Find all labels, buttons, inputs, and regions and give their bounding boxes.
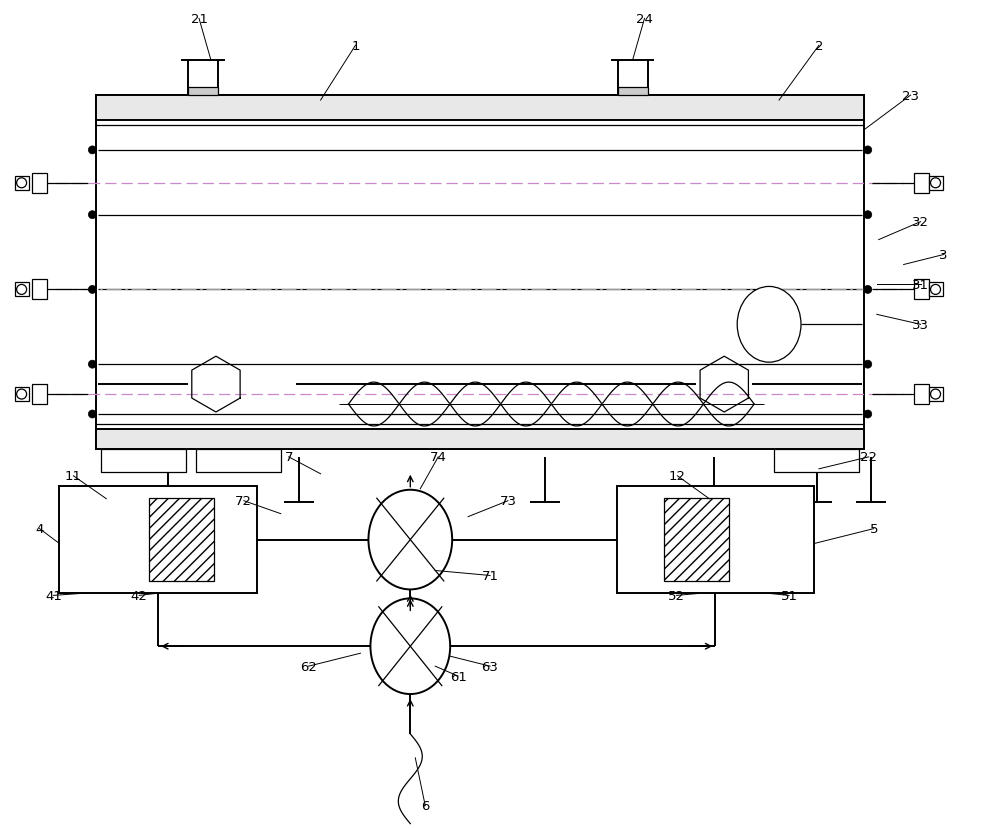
Text: 63: 63	[482, 660, 498, 673]
Bar	[32, 280, 47, 300]
Text: 71: 71	[482, 570, 499, 582]
Text: 32: 32	[912, 216, 929, 229]
Circle shape	[88, 411, 96, 418]
Text: 24: 24	[636, 12, 653, 26]
Text: 41: 41	[45, 590, 62, 602]
Bar	[914, 174, 929, 194]
Text: 51: 51	[781, 590, 798, 602]
Text: 73: 73	[499, 494, 516, 508]
Text: 5: 5	[869, 522, 878, 536]
Text: 62: 62	[300, 660, 317, 673]
Bar	[929, 176, 943, 190]
Text: 31: 31	[912, 278, 929, 291]
Bar	[59, 486, 257, 594]
Bar	[929, 283, 943, 297]
Circle shape	[88, 361, 96, 368]
Text: 52: 52	[668, 590, 685, 602]
Bar	[96, 430, 864, 450]
Text: 74: 74	[430, 450, 447, 464]
Bar	[196, 450, 281, 472]
Bar	[618, 88, 648, 96]
Circle shape	[88, 211, 96, 219]
Text: 3: 3	[939, 248, 948, 262]
Text: 72: 72	[235, 494, 252, 508]
Text: 61: 61	[450, 670, 467, 683]
Bar	[617, 486, 814, 594]
Text: 7: 7	[284, 450, 293, 464]
Bar	[101, 450, 186, 472]
Circle shape	[864, 211, 872, 219]
Circle shape	[864, 286, 872, 294]
Circle shape	[864, 147, 872, 155]
Ellipse shape	[737, 287, 801, 363]
Bar	[914, 385, 929, 405]
Circle shape	[88, 147, 96, 155]
Text: 23: 23	[902, 89, 919, 103]
Text: 11: 11	[65, 469, 82, 483]
Text: 33: 33	[912, 319, 929, 331]
Bar	[774, 450, 859, 472]
Text: 2: 2	[815, 40, 823, 53]
Bar	[32, 385, 47, 405]
Circle shape	[931, 179, 941, 189]
Text: 22: 22	[860, 450, 877, 464]
Bar	[15, 283, 29, 297]
Bar	[929, 388, 943, 402]
Bar	[149, 498, 214, 582]
Text: 6: 6	[421, 799, 429, 812]
Text: 4: 4	[35, 522, 44, 536]
Ellipse shape	[370, 599, 450, 694]
Circle shape	[864, 361, 872, 368]
Circle shape	[931, 390, 941, 400]
Bar	[664, 498, 729, 582]
Circle shape	[17, 179, 27, 189]
Bar	[96, 96, 864, 121]
Circle shape	[17, 390, 27, 400]
Text: 1: 1	[351, 40, 360, 53]
Circle shape	[88, 286, 96, 294]
Bar	[15, 388, 29, 402]
Bar	[15, 176, 29, 190]
Text: 12: 12	[669, 469, 686, 483]
Text: 21: 21	[191, 12, 208, 26]
Bar	[32, 174, 47, 194]
Bar	[96, 96, 864, 450]
Bar	[914, 280, 929, 300]
Circle shape	[931, 285, 941, 295]
Text: 42: 42	[131, 590, 148, 602]
Circle shape	[864, 411, 872, 418]
Bar	[188, 88, 218, 96]
Circle shape	[17, 285, 27, 295]
Ellipse shape	[368, 490, 452, 590]
